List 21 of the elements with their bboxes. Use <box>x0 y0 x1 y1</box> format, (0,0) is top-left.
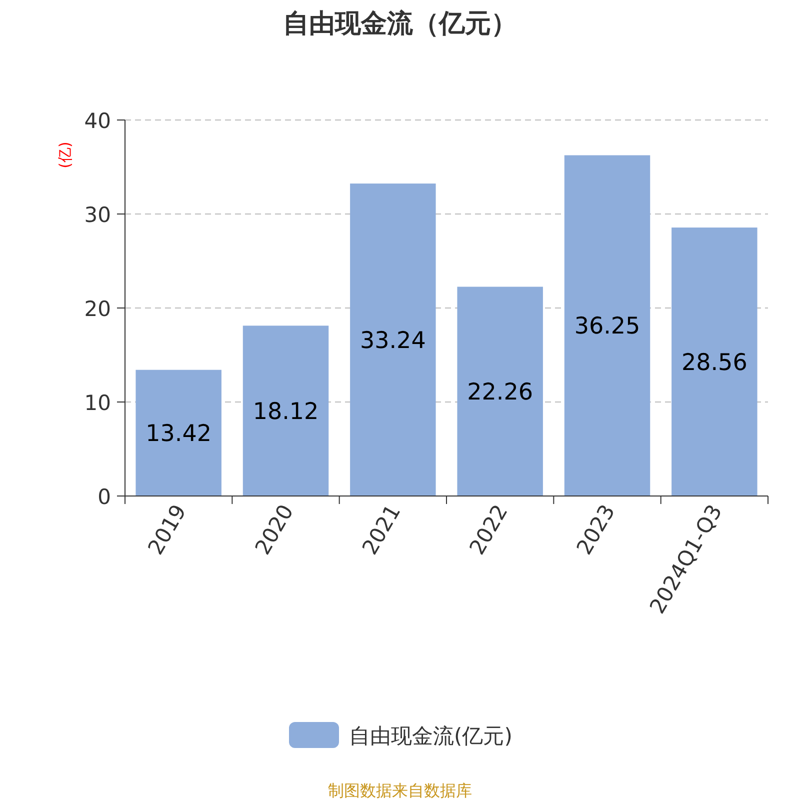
y-tick-label: 0 <box>98 485 111 509</box>
y-tick-label: 40 <box>84 109 111 133</box>
bar <box>457 286 543 496</box>
y-tick-label: 20 <box>84 297 111 321</box>
chart-title: 自由现金流（亿元） <box>283 9 517 39</box>
text: 制图数据来自数据库 <box>328 781 472 800</box>
bar <box>136 370 222 496</box>
data-label: 18.12 <box>252 398 319 425</box>
y-tick-label: 30 <box>84 203 111 227</box>
data-label: 22.26 <box>467 379 534 406</box>
bar <box>564 155 650 496</box>
bar <box>242 326 329 496</box>
y-axis-title: (亿) <box>56 142 74 168</box>
y-tick-label: 10 <box>84 391 111 415</box>
legend-label: 自由现金流(亿元) <box>349 724 512 748</box>
bar <box>672 228 758 496</box>
data-label: 33.24 <box>360 328 426 354</box>
data-label: 36.25 <box>574 314 640 340</box>
data-label: 28.56 <box>681 350 748 376</box>
data-label: 13.42 <box>146 420 212 447</box>
bar <box>350 184 436 496</box>
